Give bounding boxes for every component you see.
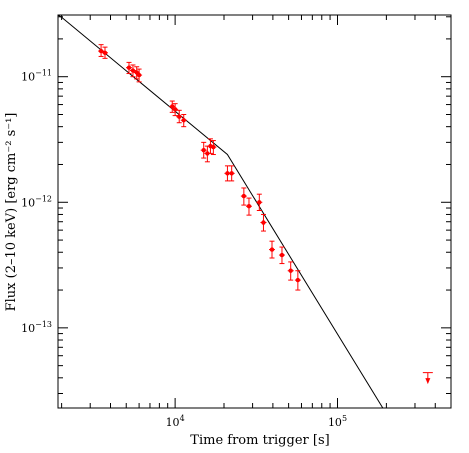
data-point xyxy=(126,61,133,75)
data-marker xyxy=(246,204,252,209)
data-point xyxy=(268,240,275,259)
data-point xyxy=(102,46,109,59)
data-marker xyxy=(241,193,247,199)
data-point xyxy=(240,187,247,206)
data-point xyxy=(169,100,176,113)
data-point xyxy=(294,270,301,291)
data-point xyxy=(210,140,217,156)
x-tick-label: 105 xyxy=(328,414,347,429)
plot-frame xyxy=(57,14,452,409)
data-point xyxy=(136,68,143,83)
data-point xyxy=(129,64,136,78)
x-tick-label: 104 xyxy=(166,414,185,429)
data-marker xyxy=(136,72,142,78)
data-point xyxy=(98,44,105,57)
data-point xyxy=(260,213,267,232)
data-marker xyxy=(170,104,175,109)
x-axis-label: Time from trigger [s] xyxy=(190,433,329,448)
data-marker xyxy=(181,118,186,123)
y-tick-label: 10−13 xyxy=(21,320,52,335)
data-marker xyxy=(130,68,136,73)
data-point xyxy=(200,141,207,159)
data-point xyxy=(204,145,211,163)
data-marker xyxy=(229,171,234,176)
upper-limit-point xyxy=(422,372,433,385)
y-axis-label: Flux (2–10 keV) [erg cm⁻² s⁻¹] xyxy=(4,113,19,312)
data-marker xyxy=(211,144,216,150)
data-marker xyxy=(98,48,104,54)
data-point xyxy=(256,193,263,212)
data-point xyxy=(228,165,235,182)
data-marker xyxy=(288,268,293,273)
data-marker xyxy=(205,151,210,156)
data-point xyxy=(180,114,187,128)
data-marker xyxy=(126,65,132,70)
data-point xyxy=(245,197,252,216)
data-point xyxy=(287,261,294,281)
y-tick-label: 10−12 xyxy=(21,194,52,209)
data-marker xyxy=(295,277,301,283)
down-arrow-icon xyxy=(425,378,431,385)
data-marker xyxy=(269,247,275,252)
broken-power-law-model xyxy=(58,15,384,408)
data-marker xyxy=(279,252,285,258)
data-marker xyxy=(102,50,108,56)
data-point xyxy=(278,246,285,265)
data-marker xyxy=(172,107,178,112)
data-marker xyxy=(261,220,266,225)
data-marker xyxy=(225,171,230,176)
data-point xyxy=(172,103,179,117)
data-marker xyxy=(177,114,182,119)
y-tick-label: 10−11 xyxy=(21,69,52,84)
data-point xyxy=(176,109,183,124)
data-marker xyxy=(201,147,206,153)
data-point xyxy=(224,165,231,182)
data-marker xyxy=(257,200,262,205)
